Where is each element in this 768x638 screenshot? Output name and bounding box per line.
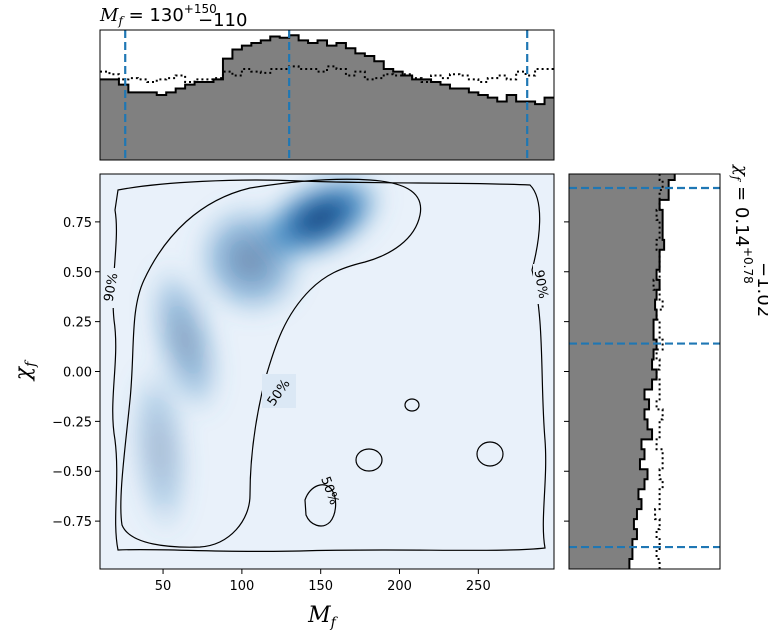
y-axis-label: χf xyxy=(11,359,39,382)
mf-title-minus: −110 xyxy=(198,10,247,31)
y-tick-label: −0.75 xyxy=(52,515,92,530)
chi-prior-step xyxy=(652,174,664,569)
main-panel: 90% 90% 50% 50% 50 100 150 200 250 0.750.500… xyxy=(11,173,555,631)
contour-island-2 xyxy=(476,441,504,467)
mf-posterior-step xyxy=(100,34,554,106)
contour-label-90-left: 90% xyxy=(102,272,122,303)
mf-title: Mf = 130+150 xyxy=(99,2,217,28)
density-peak-shoulder xyxy=(193,201,307,319)
y-tick-label: 0.75 xyxy=(63,216,92,231)
y-tick-label: 0.50 xyxy=(63,266,92,281)
x-tick-label: 100 xyxy=(229,579,254,594)
contour-50-lower xyxy=(120,178,422,548)
x-tick-label: 250 xyxy=(466,579,491,594)
y-tick-label: 0.00 xyxy=(63,366,92,381)
x-tick-label: 50 xyxy=(155,579,172,594)
contour-label-bg-1 xyxy=(100,268,118,308)
top-panel-frame xyxy=(99,29,555,161)
y-tick-label: 0.25 xyxy=(63,316,92,331)
x-tick-label: 150 xyxy=(308,579,333,594)
mf-quantile-lines xyxy=(124,30,529,160)
top-marginal-panel: Mf = 130+150 −110 xyxy=(99,2,555,161)
contour-50-small xyxy=(304,484,337,527)
main-x-ticks: 50 100 150 200 250 xyxy=(155,569,491,594)
x-axis-label: Mf xyxy=(307,603,339,631)
right-y-ticks xyxy=(564,221,569,522)
contour-island-3 xyxy=(404,398,420,412)
y-tick-label: −0.25 xyxy=(52,415,92,430)
x-tick-label: 200 xyxy=(387,579,412,594)
density-ridge-lower xyxy=(129,360,191,540)
chi-title: χf = 0.14+0.78 xyxy=(729,163,755,284)
right-marginal-panel: χf = 0.14+0.78 −1.02 xyxy=(564,163,768,570)
chi-posterior-step xyxy=(628,174,676,569)
contour-90-outer xyxy=(112,179,547,553)
chi-posterior-fill xyxy=(569,174,675,569)
contour-labels: 90% 90% 50% 50% xyxy=(100,264,550,507)
chi-title-minus: −1.02 xyxy=(753,262,768,317)
density-heatmap xyxy=(129,174,386,540)
contour-label-bg-2 xyxy=(533,264,549,304)
y-tick-label: −0.50 xyxy=(52,465,92,480)
credible-contours xyxy=(112,178,547,553)
contour-island-1 xyxy=(355,448,383,472)
chi-quantile-lines xyxy=(569,186,720,549)
mf-posterior-fill xyxy=(100,35,554,160)
contour-label-bg-3 xyxy=(262,374,296,408)
main-y-ticks: 0.75 0.50 0.25 0.00 −0.25 −0.50 −0.75 xyxy=(52,216,100,530)
contour-label-90-right: 90% xyxy=(531,269,551,300)
